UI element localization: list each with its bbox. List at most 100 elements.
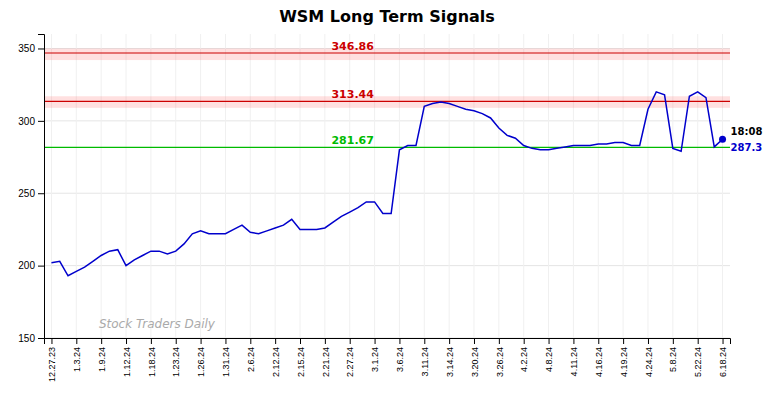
- x-tick-mark: [126, 338, 127, 344]
- x-tick-label: 2.6.24: [246, 347, 256, 372]
- x-tick-label: 2.12.24: [271, 347, 281, 377]
- x-tick-label: 1.31.24: [221, 347, 231, 377]
- x-tick-label: 2.21.24: [321, 347, 331, 377]
- x-tick-label: 2.27.24: [345, 347, 355, 377]
- labels: 346.86313.44281.6718:08287.3Stock Trader…: [99, 40, 763, 331]
- x-tick: 2.27.24: [345, 338, 355, 377]
- x-tick-mark: [499, 338, 500, 344]
- x-tick: 3.20.24: [470, 338, 480, 377]
- grid-line-x: [473, 34, 474, 338]
- x-tick-mark: [598, 338, 599, 344]
- x-tick: 3.26.24: [494, 338, 504, 377]
- x-tick-label: 5.8.24: [668, 347, 678, 372]
- grid-line-x: [523, 34, 524, 338]
- reference-label: 346.86: [331, 40, 374, 53]
- x-tick-label: 4.24.24: [644, 347, 654, 377]
- x-tick: 12.27.23: [47, 338, 57, 382]
- band: [44, 96, 730, 108]
- reference-line: [44, 101, 730, 102]
- grid-line-x: [250, 34, 251, 338]
- x-tick: 4.16.24: [594, 338, 604, 377]
- x-tick-label: 3.26.24: [494, 347, 504, 377]
- x-tick: 3.6.24: [395, 338, 405, 372]
- y-tick-mark: [38, 338, 44, 339]
- grid-line-x: [275, 34, 276, 338]
- y-tick-label: 150: [18, 333, 35, 344]
- marks: [44, 48, 730, 275]
- x-tick-label: 3.6.24: [395, 347, 405, 372]
- grid-line-x: [449, 34, 450, 338]
- grid-line-y: [44, 120, 730, 121]
- x-tick-label: 3.11.24: [420, 347, 430, 376]
- x-tick-mark: [275, 338, 276, 344]
- x-tick-label: 1.23.24: [171, 347, 181, 377]
- x-tick: 1.3.24: [72, 338, 82, 372]
- x-tick-mark: [350, 338, 351, 344]
- x-tick: 1.18.24: [147, 338, 157, 377]
- x-tick: 4.11.24: [569, 338, 579, 376]
- x-tick-mark: [524, 338, 525, 344]
- y-tick-mark: [38, 121, 44, 122]
- x-tick-label: 3.14.24: [445, 347, 455, 377]
- x-tick-mark: [325, 338, 326, 344]
- price-line: [51, 92, 722, 276]
- x-tick: 2.15.24: [296, 338, 306, 377]
- x-tick-label: 2.15.24: [296, 347, 306, 377]
- x-tick: 3.11.24: [420, 338, 430, 376]
- y-tick-label: 200: [18, 260, 35, 271]
- grid-line-x: [722, 34, 723, 338]
- x-tick-label: 4.2.24: [519, 347, 529, 372]
- reference-label: 281.67: [331, 134, 373, 147]
- grid: [44, 34, 730, 338]
- y-tick: 300: [18, 116, 44, 127]
- y-tick-label: 250: [18, 188, 35, 199]
- last-point: [719, 136, 726, 143]
- x-tick-mark: [51, 338, 52, 344]
- x-tick-label: 1.12.24: [122, 347, 132, 377]
- x-tick-label: 1.3.24: [72, 347, 82, 372]
- y-tick: 150: [18, 333, 44, 344]
- grid-line-x: [498, 34, 499, 338]
- x-tick: 2.6.24: [246, 338, 256, 372]
- x-tick: 3.1.24: [370, 338, 380, 372]
- reference-label: 313.44: [331, 88, 374, 101]
- x-axis: 12.27.23 1.3.24 1.9.24 1.12.24 1.18.24 1.23.2…: [45, 338, 731, 382]
- grid-line-x: [349, 34, 350, 338]
- grid-line-x: [697, 34, 698, 338]
- x-tick-mark: [474, 338, 475, 344]
- x-tick-label: 1.26.24: [196, 347, 206, 377]
- x-tick-mark: [673, 338, 674, 344]
- x-tick-label: 3.20.24: [470, 347, 480, 377]
- grid-line-x: [672, 34, 673, 338]
- grid-line-x: [548, 34, 549, 338]
- x-tick-mark: [151, 338, 152, 344]
- x-tick-label: 6.18.24: [718, 347, 728, 377]
- x-tick: 2.12.24: [271, 338, 281, 377]
- reference-line: [44, 147, 730, 148]
- x-tick: 5.22.24: [693, 338, 703, 377]
- grid-line-x: [175, 34, 176, 338]
- x-tick: 6.18.24: [718, 338, 728, 377]
- x-tick-mark: [698, 338, 699, 344]
- x-tick: 1.9.24: [97, 338, 107, 372]
- grid-line-x: [647, 34, 648, 338]
- y-tick-label: 350: [18, 43, 35, 54]
- band: [44, 48, 730, 60]
- x-tick-label: 4.11.24: [569, 347, 579, 376]
- x-tick-mark: [101, 338, 102, 344]
- grid-line-y: [44, 193, 730, 194]
- grid-line-x: [300, 34, 301, 338]
- grid-line-x: [424, 34, 425, 338]
- x-tick-mark: [399, 338, 400, 344]
- annotation-time: 18:08: [731, 126, 763, 137]
- x-tick: 4.19.24: [619, 338, 629, 377]
- x-tick-mark: [449, 338, 450, 344]
- y-axis: 150 200 250 300 350: [18, 35, 44, 344]
- grid-line-x: [51, 34, 52, 338]
- x-tick-mark: [375, 338, 376, 344]
- grid-line-x: [76, 34, 77, 338]
- x-tick-label: 5.22.24: [693, 347, 703, 377]
- x-tick-mark: [549, 338, 550, 344]
- x-tick-mark: [424, 338, 425, 344]
- x-tick-mark: [176, 338, 177, 344]
